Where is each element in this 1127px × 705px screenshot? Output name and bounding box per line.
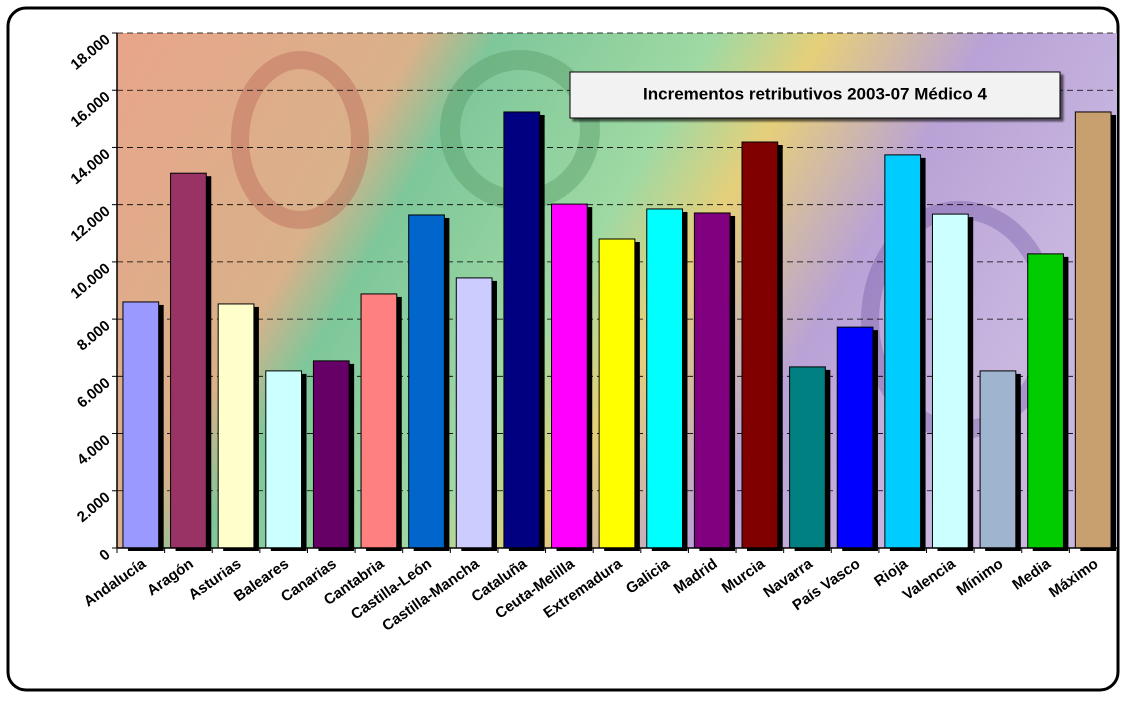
decoration [231, 51, 369, 229]
bar [789, 366, 826, 549]
bar [122, 301, 160, 549]
bar [931, 213, 969, 549]
bar [503, 111, 541, 549]
bar [741, 141, 779, 549]
bar [598, 238, 636, 549]
bar [455, 277, 493, 549]
bar [836, 326, 874, 549]
bar [979, 370, 1017, 549]
bar [170, 172, 207, 549]
bar [693, 212, 731, 549]
bar [265, 370, 303, 549]
chart-title: Incrementos retributivos 2003-07 Médico … [643, 84, 987, 103]
bar [1074, 111, 1112, 549]
bar [1027, 253, 1064, 549]
bar [408, 214, 445, 549]
bar [884, 154, 922, 549]
bar [217, 303, 255, 549]
bar [551, 203, 588, 549]
bar [360, 293, 398, 549]
title-box [569, 71, 1061, 119]
bar [312, 360, 350, 549]
bar [646, 208, 683, 549]
